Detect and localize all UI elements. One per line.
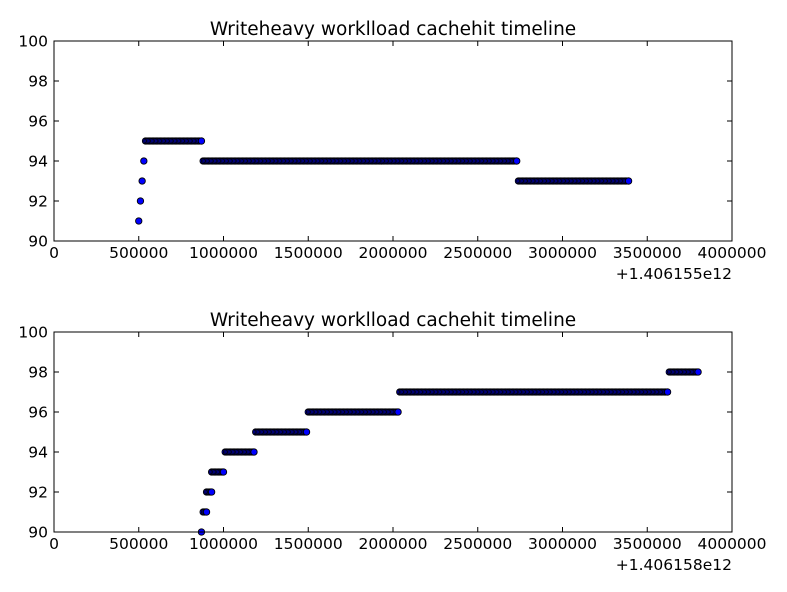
y-tick-label: 98	[28, 73, 48, 91]
x-tick-label: 1500000	[274, 244, 343, 262]
x-tick-label: 3500000	[613, 244, 682, 262]
y-tick-label: 96	[28, 113, 48, 131]
x-offset-label: +1.406158e12	[616, 556, 732, 574]
axis-ticks: 0 500000 1000000 1500000 2000000 2500000 30000…	[18, 324, 766, 554]
x-tick-label: 1000000	[189, 244, 258, 262]
y-tick-label: 100	[18, 33, 48, 51]
y-tick-label: 98	[28, 364, 48, 382]
x-tick-label: 1000000	[189, 535, 258, 553]
x-tick-label: 1500000	[274, 535, 343, 553]
x-tick-label: 2500000	[443, 244, 512, 262]
x-tick-label: 4000000	[697, 535, 766, 553]
data-points	[135, 137, 633, 225]
data-point	[394, 408, 402, 416]
data-point	[302, 428, 311, 436]
chart-title: Writeheavy worklload cachehit timeline	[210, 310, 576, 331]
data-point	[138, 177, 146, 185]
data-point	[513, 157, 521, 165]
data-point	[624, 177, 633, 185]
x-tick-label: 3000000	[528, 535, 597, 553]
x-tick-label: 2500000	[443, 535, 512, 553]
data-point	[207, 488, 216, 496]
x-tick-label: 4000000	[697, 244, 766, 262]
plot-frame	[53, 40, 733, 242]
y-tick-label: 100	[18, 324, 48, 342]
data-point	[197, 137, 206, 145]
x-tick-label: 2000000	[358, 244, 427, 262]
y-tick-label: 94	[28, 153, 48, 171]
y-tick-label: 94	[28, 444, 48, 462]
y-tick-label: 90	[28, 524, 48, 542]
x-offset-label: +1.406155e12	[616, 265, 732, 283]
data-point	[250, 448, 258, 456]
x-tick-label: 3500000	[613, 535, 682, 553]
x-tick-label: 3000000	[528, 244, 597, 262]
y-tick-label: 92	[28, 484, 48, 502]
y-tick-label: 96	[28, 404, 48, 422]
data-point	[140, 157, 148, 165]
chart-title: Writeheavy worklload cachehit timeline	[210, 19, 576, 40]
subplot-bottom: Writeheavy worklload cachehit timeline 0…	[18, 310, 766, 574]
subplot-top: Writeheavy worklload cachehit timeline 0…	[18, 19, 766, 283]
data-point	[136, 197, 145, 205]
data-point	[663, 388, 672, 396]
y-tick-label: 92	[28, 193, 48, 211]
y-tick-label: 90	[28, 233, 48, 251]
data-point	[135, 217, 143, 225]
data-points	[197, 368, 702, 536]
x-tick-label: 0	[49, 535, 59, 553]
data-point	[219, 468, 228, 476]
data-point	[202, 508, 211, 516]
x-tick-label: 0	[49, 244, 59, 262]
x-tick-label: 2000000	[358, 535, 427, 553]
data-point	[694, 368, 702, 376]
x-tick-label: 500000	[109, 535, 168, 553]
axis-ticks: 0 500000 1000000 1500000 2000000 2500000 30000…	[18, 33, 766, 263]
x-tick-label: 500000	[109, 244, 168, 262]
plot-frame	[53, 331, 733, 533]
